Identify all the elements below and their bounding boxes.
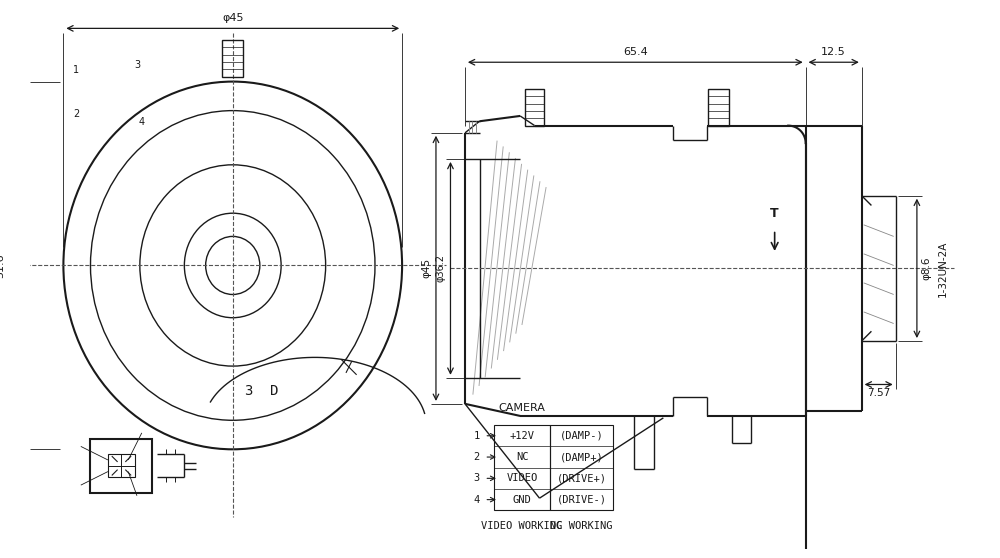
Bar: [525, 89, 544, 126]
Text: +12V: +12V: [510, 431, 535, 441]
Text: 2: 2: [473, 452, 480, 462]
Bar: [108, 454, 135, 478]
Text: 1: 1: [73, 65, 79, 75]
Text: (DRIVE-): (DRIVE-): [557, 494, 607, 504]
Text: 3: 3: [473, 473, 480, 483]
Text: 4: 4: [139, 117, 145, 127]
Text: φ36.2: φ36.2: [436, 254, 446, 282]
Text: VIDEO WORKING: VIDEO WORKING: [481, 521, 563, 531]
Text: 1-32UN-2A: 1-32UN-2A: [938, 240, 948, 296]
Text: φ45: φ45: [222, 13, 243, 22]
Text: 65.4: 65.4: [623, 47, 648, 57]
Text: 51.6: 51.6: [0, 253, 5, 278]
Text: VIDEO: VIDEO: [506, 473, 538, 483]
Text: 1: 1: [473, 431, 480, 441]
Text: (DAMP-): (DAMP-): [560, 431, 603, 441]
Bar: [708, 89, 729, 126]
Text: φ8.6: φ8.6: [922, 257, 932, 280]
Text: 4: 4: [473, 494, 480, 504]
Bar: [90, 439, 152, 493]
Text: (DRIVE+): (DRIVE+): [557, 473, 607, 483]
Bar: [550, 425, 613, 510]
Text: CAMERA: CAMERA: [499, 403, 546, 413]
Text: NC: NC: [516, 452, 528, 462]
Text: T: T: [770, 207, 779, 220]
Text: (DAMP+): (DAMP+): [560, 452, 603, 462]
Text: φ45: φ45: [421, 258, 431, 278]
Text: DC WORKING: DC WORKING: [550, 521, 613, 531]
Text: 2: 2: [73, 109, 79, 119]
Text: 7.57: 7.57: [867, 388, 890, 398]
Text: 3: 3: [134, 60, 140, 70]
Text: 3  D: 3 D: [245, 384, 279, 398]
Bar: [222, 40, 243, 77]
Text: GND: GND: [513, 494, 531, 504]
Text: 12.5: 12.5: [821, 47, 846, 57]
Bar: [494, 425, 550, 510]
